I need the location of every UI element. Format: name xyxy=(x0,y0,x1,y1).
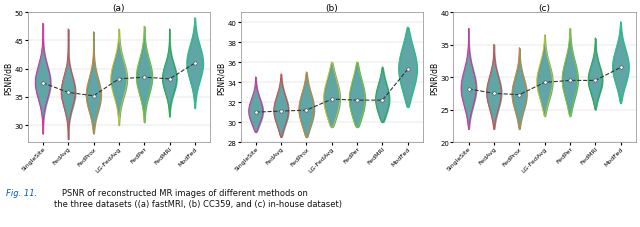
Title: (c): (c) xyxy=(539,4,550,13)
Title: (a): (a) xyxy=(113,4,125,13)
Title: (b): (b) xyxy=(325,4,338,13)
Y-axis label: PSNR/dB: PSNR/dB xyxy=(430,61,439,94)
Text: PSNR of reconstructed MR images of different methods on
the three datasets ((a) : PSNR of reconstructed MR images of diffe… xyxy=(54,188,342,208)
Y-axis label: PSNR/dB: PSNR/dB xyxy=(217,61,226,94)
Text: Fig. 11.: Fig. 11. xyxy=(6,188,38,197)
Y-axis label: PSNR/dB: PSNR/dB xyxy=(4,61,13,94)
